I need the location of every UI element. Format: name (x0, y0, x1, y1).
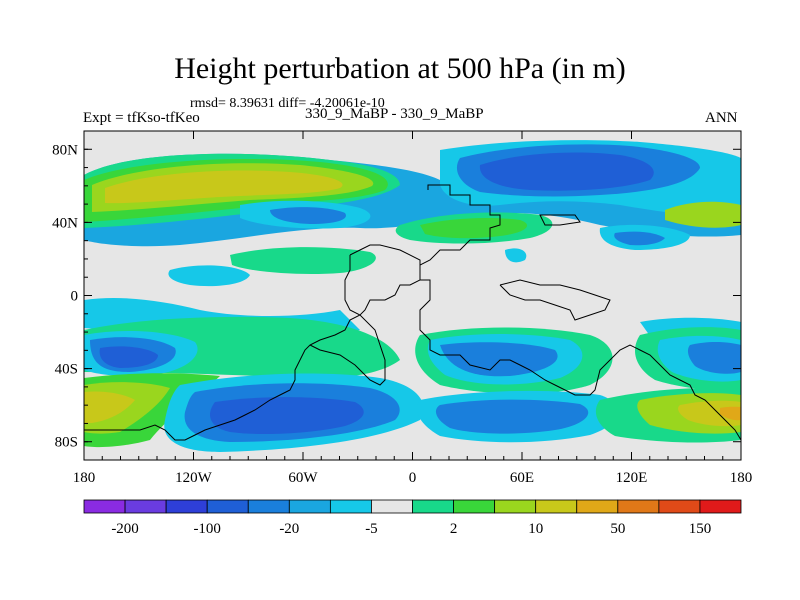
x-tick-label: 120E (616, 470, 648, 486)
contour-region (168, 265, 250, 287)
contour-region (99, 346, 158, 368)
x-tick-label: 60W (288, 470, 318, 486)
contour-region (505, 248, 527, 263)
coastline (419, 184, 741, 441)
colorbar-label: -200 (111, 521, 139, 537)
case-label: 330_9_MaBP - 330_9_MaBP (305, 106, 484, 122)
colorbar-swatch (371, 499, 413, 514)
y-tick-label: 0 (71, 289, 79, 305)
contour-region (614, 231, 665, 246)
x-tick-label: 60E (510, 470, 534, 486)
contour-region (435, 399, 589, 434)
colorbar-swatch (206, 499, 249, 514)
colorbar-swatch (535, 499, 578, 514)
coastline (309, 255, 386, 386)
colorbar-swatch (247, 499, 290, 514)
colorbar-swatch (699, 499, 742, 514)
coastline (499, 279, 611, 321)
x-tick-label: 120W (175, 470, 213, 486)
contour-region (720, 406, 741, 421)
contour-region (84, 391, 135, 423)
colorbar-swatch (494, 499, 537, 514)
contour-region (665, 201, 741, 228)
contour-region (270, 207, 346, 224)
contour-fields (84, 140, 741, 452)
experiment-label: Expt = tfKso-tfKeo (83, 110, 200, 126)
colorbar-swatch (288, 499, 331, 514)
colorbar-label: 2 (450, 521, 458, 537)
y-tick-label: 80S (55, 435, 78, 451)
colorbar-label: -100 (193, 521, 221, 537)
contour-region (479, 152, 654, 191)
colorbar-label: -20 (279, 521, 299, 537)
colorbar: -200 -100 -20 -5 2 10 50 150 (83, 499, 742, 537)
colorbar-swatch (412, 499, 454, 514)
colorbar-label: -5 (365, 521, 378, 537)
contour-region (210, 397, 364, 434)
x-tick-label: 180 (730, 470, 753, 486)
y-tick-label: 40S (55, 362, 78, 378)
contour-region (230, 247, 376, 275)
x-tick-label: 180 (73, 470, 96, 486)
contour-region (105, 170, 343, 204)
contour-region (687, 341, 741, 374)
colorbar-swatch (658, 499, 701, 514)
colorbar-swatch (83, 499, 126, 514)
y-tick-label: 40N (52, 215, 78, 231)
colorbar-swatch (329, 499, 372, 514)
chart-title: Height perturbation at 500 hPa (in m) (174, 52, 626, 85)
colorbar-swatch (576, 499, 619, 514)
colorbar-swatch (165, 499, 208, 514)
colorbar-swatch (617, 499, 660, 514)
colorbar-swatch (124, 499, 167, 514)
contour-region (440, 342, 558, 377)
coastline (539, 214, 581, 226)
axes: 180 120W 60W 0 60E 120E 180 80N 40N 0 40S 80S (52, 130, 753, 486)
colorbar-label: 50 (610, 521, 625, 537)
y-tick-label: 80N (52, 142, 78, 158)
colorbar-swatch (453, 499, 496, 514)
stats-label: rmsd= 8.39631 diff= -4.20061e-10 (190, 96, 385, 111)
coastline (84, 244, 421, 441)
colorbar-label: 150 (689, 521, 712, 537)
x-tick-label: 0 (409, 470, 417, 486)
season-label: ANN (705, 110, 738, 126)
colorbar-label: 10 (528, 521, 543, 537)
